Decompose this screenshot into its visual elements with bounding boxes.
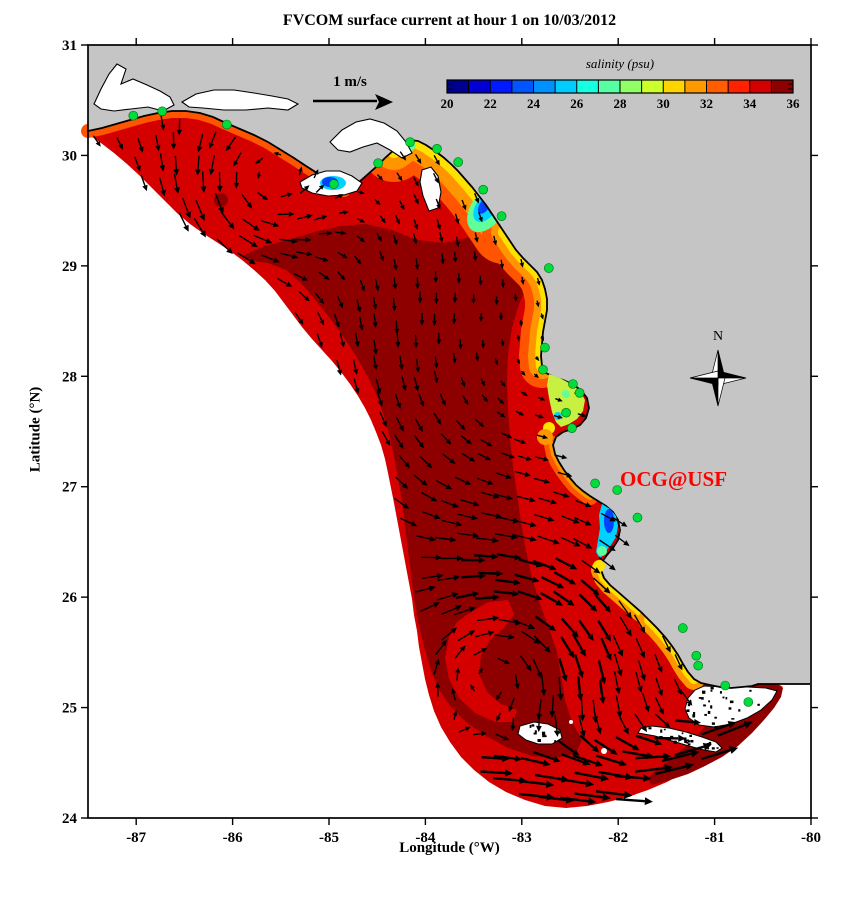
station-dot <box>567 423 577 434</box>
colorbar-tick-label: 24 <box>527 96 541 111</box>
y-tick-label: 30 <box>62 148 77 164</box>
current-arrows <box>92 115 753 806</box>
station-dot <box>568 379 578 389</box>
colorbar-tick-label: 20 <box>441 96 454 111</box>
station-markers <box>128 106 754 707</box>
station-dot <box>538 364 548 375</box>
station-dot <box>543 263 554 273</box>
land-mass <box>88 45 810 688</box>
vector-scale-label: 1 m/s <box>333 74 367 90</box>
x-tick-label: -83 <box>512 830 532 846</box>
station-dot <box>574 387 585 398</box>
x-tick-label: -86 <box>223 830 243 846</box>
station-dot <box>496 211 507 221</box>
station-dot <box>373 158 384 168</box>
ocg-usf-watermark: OCG@USF <box>620 467 728 491</box>
station-dot <box>743 697 754 707</box>
axes: -87 -86 -85 -84 -83 -82 -81 -80 31 30 29 28 27 26 25 24 <box>62 38 821 846</box>
y-tick-label: 28 <box>62 369 77 385</box>
station-dot <box>561 407 571 418</box>
x-tick-label: -87 <box>126 830 146 846</box>
x-tick-label: -85 <box>319 830 339 846</box>
x-tick-label: -84 <box>415 830 435 846</box>
colorbar-tick-label: 36 <box>787 96 801 111</box>
shelf-map <box>81 45 810 808</box>
colorbar-tick-label: 30 <box>657 96 670 111</box>
station-dot <box>328 179 339 189</box>
station-dot <box>720 680 731 691</box>
compass-rose <box>689 349 747 407</box>
station-dot <box>222 119 232 130</box>
station-dot <box>405 137 415 147</box>
colorbar-tick-label: 22 <box>484 96 497 111</box>
colorbar-tick-label: 32 <box>700 96 713 111</box>
y-tick-label: 26 <box>62 590 78 606</box>
y-axis-label: Latitude (°N) <box>27 386 44 473</box>
x-tick-label: -81 <box>705 830 725 846</box>
station-dot <box>632 512 643 523</box>
station-dot <box>691 650 702 661</box>
station-dot <box>590 478 600 489</box>
colorbar-label: salinity (psu) <box>585 56 655 71</box>
station-dot <box>612 485 623 495</box>
station-dot <box>453 157 464 167</box>
station-dot <box>540 342 550 353</box>
station-dot <box>677 623 688 633</box>
colorbar-tick-label: 26 <box>570 96 584 111</box>
station-dot <box>693 660 704 671</box>
station-dot <box>128 110 139 121</box>
colorbar: 20 22 24 26 28 30 32 34 36 <box>441 79 801 111</box>
y-tick-label: 31 <box>62 38 77 54</box>
scale-arrow <box>313 94 393 110</box>
y-tick-label: 25 <box>62 701 77 717</box>
y-tick-label: 29 <box>62 259 77 275</box>
station-dot <box>157 106 167 117</box>
compass-north-label: N <box>712 329 724 344</box>
station-dot <box>478 184 489 195</box>
colorbar-tick-label: 28 <box>614 96 628 111</box>
x-axis-label: Longitude (°W) <box>399 840 500 856</box>
plot-title: FVCOM surface current at hour 1 on 10/03… <box>282 12 617 29</box>
x-tick-label: -80 <box>801 830 821 846</box>
colorbar-tick-label: 34 <box>743 96 757 111</box>
x-tick-label: -82 <box>608 830 628 846</box>
y-tick-label: 27 <box>62 480 78 496</box>
y-tick-label: 24 <box>62 811 78 827</box>
station-dot <box>432 144 442 154</box>
